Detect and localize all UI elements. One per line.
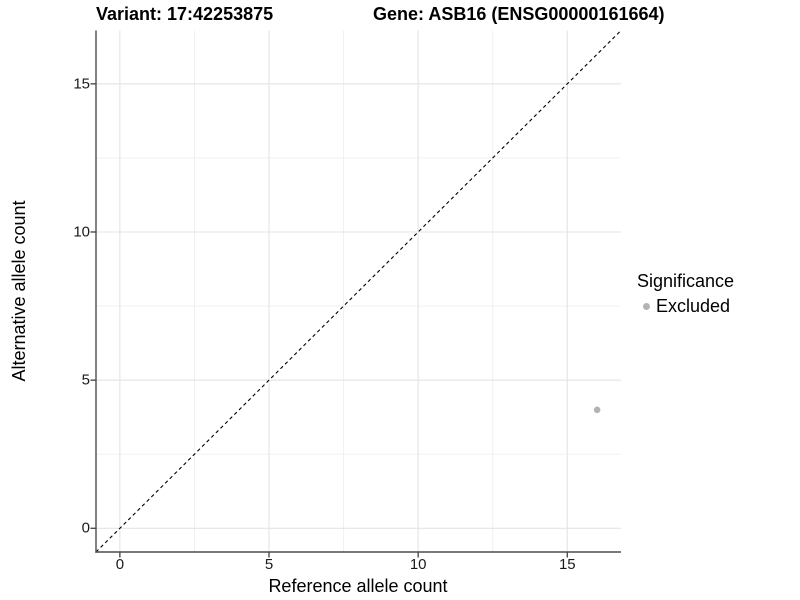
legend-title: Significance bbox=[637, 271, 735, 291]
y-tick-label: 5 bbox=[81, 371, 90, 389]
x-tick-label: 15 bbox=[558, 556, 576, 573]
y-axis-title: Alternative allele count bbox=[9, 200, 30, 382]
x-tick-label: 5 bbox=[264, 556, 274, 573]
legend-item-label: Excluded bbox=[656, 295, 731, 316]
y-tick-label: 0 bbox=[81, 519, 90, 537]
y-tick-label: 15 bbox=[73, 75, 90, 93]
x-tick-label: 10 bbox=[409, 556, 427, 573]
y-tick-label: 10 bbox=[73, 223, 90, 241]
data-point bbox=[593, 406, 601, 414]
legend-item-excluded: Excluded bbox=[637, 296, 734, 318]
x-tick-label: 0 bbox=[115, 556, 125, 573]
identity-line bbox=[95, 30, 622, 553]
variant-title: Variant: 17:42253875 bbox=[96, 4, 274, 24]
legend-key-dot-icon bbox=[643, 302, 650, 310]
x-axis-title: Reference allele count bbox=[268, 576, 448, 596]
legend: Significance Excluded bbox=[637, 271, 734, 317]
gene-title: Gene: ASB16 (ENSG00000161664) bbox=[373, 4, 665, 24]
